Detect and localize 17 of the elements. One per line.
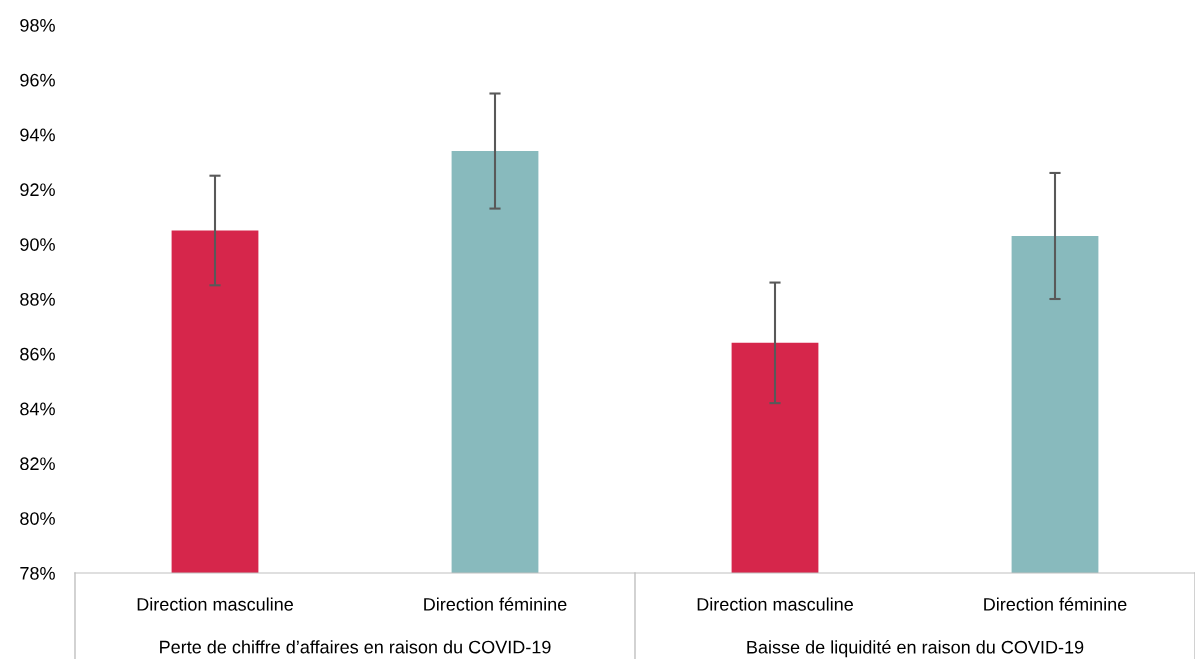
x-tick-label: Direction masculine (697, 597, 853, 611)
y-tick-label: 92% (20, 183, 55, 197)
x-tick-label: Direction féminine (424, 597, 567, 611)
y-tick-label: 96% (20, 73, 55, 87)
x-tick-label: Direction masculine (137, 597, 293, 611)
y-tick-label: 86% (20, 347, 55, 361)
y-tick-label: 84% (20, 402, 55, 416)
x-tick-label: Direction féminine (984, 597, 1127, 611)
y-tick-label: 90% (20, 238, 55, 251)
text: Baisse de liquidité en raison du COVID-19 (747, 640, 1084, 658)
y-tick-label: 80% (20, 512, 55, 525)
y-tick-label: 82% (20, 457, 55, 471)
y-tick-label: 94% (20, 128, 55, 142)
text: Perte de chiffre d’affaires en raison du COVID-19 (160, 640, 551, 654)
y-tick-label: 88% (20, 292, 55, 306)
y-tick-label: 78% (20, 566, 55, 580)
y-tick-label: 98% (20, 18, 55, 32)
